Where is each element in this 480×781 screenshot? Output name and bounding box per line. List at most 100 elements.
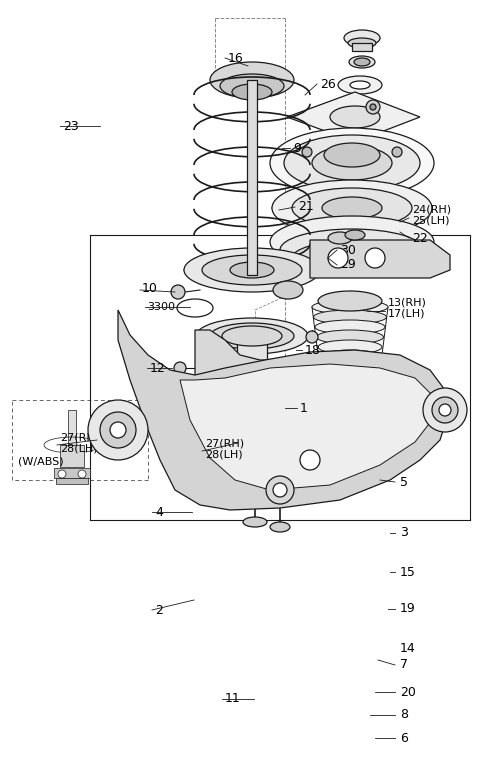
Ellipse shape	[316, 330, 384, 344]
Ellipse shape	[344, 30, 380, 46]
Circle shape	[300, 450, 320, 470]
Circle shape	[110, 422, 126, 438]
Ellipse shape	[328, 232, 352, 244]
Text: 8: 8	[400, 708, 408, 722]
Ellipse shape	[345, 230, 365, 240]
Ellipse shape	[222, 326, 282, 346]
Bar	[237, 336, 267, 466]
Text: 14: 14	[400, 641, 416, 654]
Ellipse shape	[313, 310, 386, 324]
Text: (W/ABS): (W/ABS)	[18, 457, 64, 467]
Polygon shape	[118, 310, 448, 510]
Ellipse shape	[210, 323, 294, 349]
Ellipse shape	[232, 84, 272, 100]
Circle shape	[171, 285, 185, 299]
Text: 19: 19	[400, 602, 416, 615]
Ellipse shape	[202, 255, 302, 285]
Ellipse shape	[280, 229, 424, 271]
Circle shape	[306, 331, 318, 343]
Circle shape	[58, 470, 66, 478]
Circle shape	[212, 378, 232, 398]
Ellipse shape	[324, 143, 380, 167]
Circle shape	[392, 147, 402, 157]
Circle shape	[266, 476, 294, 504]
Circle shape	[370, 104, 376, 110]
Ellipse shape	[312, 300, 388, 314]
Ellipse shape	[270, 522, 290, 532]
Text: 27(RH)
28(LH): 27(RH) 28(LH)	[205, 438, 244, 460]
Polygon shape	[287, 92, 420, 142]
Ellipse shape	[312, 146, 392, 180]
Circle shape	[272, 378, 292, 398]
Bar	[54, 468, 90, 478]
Circle shape	[328, 248, 348, 268]
Circle shape	[302, 147, 312, 157]
Ellipse shape	[354, 58, 370, 66]
Bar	[56, 478, 88, 484]
Ellipse shape	[220, 74, 284, 98]
Circle shape	[78, 470, 86, 478]
Ellipse shape	[273, 281, 303, 299]
Ellipse shape	[230, 262, 274, 278]
Circle shape	[366, 100, 380, 114]
Ellipse shape	[321, 360, 379, 374]
Ellipse shape	[320, 350, 381, 364]
Text: 30: 30	[340, 244, 356, 256]
Text: 11: 11	[225, 693, 241, 705]
Circle shape	[273, 483, 287, 497]
Circle shape	[174, 362, 186, 374]
Ellipse shape	[322, 197, 382, 219]
Text: 7: 7	[400, 658, 408, 672]
Polygon shape	[310, 240, 450, 278]
Ellipse shape	[348, 38, 376, 48]
Ellipse shape	[270, 128, 434, 198]
Circle shape	[294, 374, 306, 386]
Text: 23: 23	[63, 119, 79, 133]
Text: 24(RH)
25(LH): 24(RH) 25(LH)	[412, 204, 451, 226]
Polygon shape	[180, 364, 432, 490]
Ellipse shape	[184, 248, 320, 292]
Ellipse shape	[270, 216, 434, 268]
Bar	[247, 80, 257, 275]
Circle shape	[100, 412, 136, 448]
Text: 4: 4	[155, 505, 163, 519]
Text: 27(RH)
28(LH): 27(RH) 28(LH)	[60, 432, 99, 454]
Ellipse shape	[350, 81, 370, 89]
Circle shape	[88, 400, 148, 460]
Text: 5: 5	[400, 476, 408, 488]
Text: 12: 12	[150, 362, 166, 375]
Ellipse shape	[323, 370, 377, 384]
Circle shape	[423, 388, 467, 432]
Ellipse shape	[272, 180, 432, 236]
Text: 1: 1	[300, 401, 308, 415]
Ellipse shape	[196, 318, 308, 354]
Bar	[352, 43, 372, 51]
Text: 3300: 3300	[147, 302, 175, 312]
Text: 20: 20	[400, 686, 416, 698]
Text: 29: 29	[340, 259, 356, 272]
Ellipse shape	[292, 188, 412, 228]
Circle shape	[365, 248, 385, 268]
Ellipse shape	[222, 456, 282, 476]
Text: 15: 15	[400, 565, 416, 579]
Ellipse shape	[322, 378, 378, 396]
Ellipse shape	[284, 135, 420, 191]
Text: 21: 21	[298, 201, 314, 213]
Text: 16: 16	[228, 52, 244, 65]
Ellipse shape	[338, 76, 382, 94]
Circle shape	[432, 397, 458, 423]
Ellipse shape	[318, 291, 382, 311]
Bar	[68, 410, 76, 445]
Ellipse shape	[243, 517, 267, 527]
Text: 6: 6	[400, 732, 408, 744]
Text: 13(RH)
17(LH): 13(RH) 17(LH)	[388, 298, 427, 319]
Ellipse shape	[210, 62, 294, 98]
Text: 9: 9	[293, 141, 301, 155]
Text: 10: 10	[142, 281, 158, 294]
Ellipse shape	[315, 320, 385, 334]
Text: 18: 18	[305, 344, 321, 356]
Text: 26: 26	[320, 77, 336, 91]
Ellipse shape	[292, 241, 412, 275]
Ellipse shape	[318, 340, 382, 354]
Ellipse shape	[330, 106, 380, 128]
